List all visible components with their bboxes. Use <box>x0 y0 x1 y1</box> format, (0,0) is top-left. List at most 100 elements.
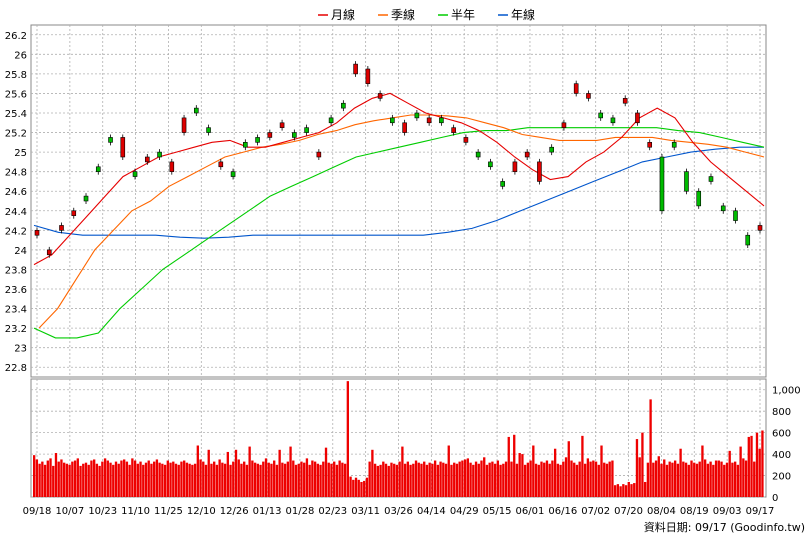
volume-bar <box>676 463 680 497</box>
volume-bar <box>193 463 197 497</box>
volume-bar <box>521 454 524 497</box>
volume-bar <box>709 461 712 497</box>
volume-bar <box>583 463 587 497</box>
volume-bar <box>701 445 704 497</box>
price-axis-ticks: 26.2 26 25.8 25.6 25.4 25.2 25 24.8 24.6 24.4 24.2… <box>5 31 27 374</box>
volume-bar <box>177 464 180 497</box>
volume-bar <box>673 460 677 497</box>
volume-bar <box>717 460 720 497</box>
volume-bar <box>665 464 669 497</box>
volume-bar <box>273 460 276 497</box>
volume-bar <box>114 461 118 497</box>
price-tick-label: 23.4 <box>5 305 27 316</box>
volume-bar <box>38 463 41 497</box>
volume-bar <box>158 462 161 497</box>
volume-bar <box>420 463 423 497</box>
volume-bar <box>723 464 726 497</box>
volume-bar <box>106 460 109 497</box>
volume-bar <box>341 462 344 497</box>
volume-bar <box>660 463 663 497</box>
date-tick-label: 03/11 <box>351 506 380 517</box>
volume-bar <box>169 462 172 497</box>
volume-bar <box>638 457 641 497</box>
candle-body <box>95 166 101 172</box>
legend: 月線 季線 半年 年線 <box>318 7 535 22</box>
candle-body <box>439 117 444 124</box>
candle-body <box>377 93 383 99</box>
volume-bar <box>613 485 617 497</box>
volume-bar <box>117 463 120 497</box>
candle-body <box>488 161 493 168</box>
volume-bar <box>259 464 262 497</box>
volume-bar <box>733 461 737 497</box>
candle-body <box>635 112 640 124</box>
volume-bar <box>324 447 328 497</box>
candle-body <box>586 93 591 99</box>
volume-bar <box>292 460 295 497</box>
volume-bar <box>581 435 584 497</box>
volume-bar <box>210 463 213 497</box>
volume-bar <box>128 464 131 497</box>
volume-bar <box>450 464 453 497</box>
volume-bar <box>703 459 707 497</box>
candle-body <box>745 234 751 246</box>
volume-bar <box>76 458 79 497</box>
candle-body <box>206 127 211 133</box>
price-tick-label: 26.2 <box>5 31 27 42</box>
volume-bar <box>643 481 647 497</box>
volume-bar <box>603 462 606 497</box>
candle-body <box>59 225 64 231</box>
volume-bar <box>559 464 562 497</box>
volume-bar <box>409 464 412 497</box>
volume-bar <box>668 461 671 497</box>
volume-tick-label: 600 <box>772 429 791 440</box>
volume-bar <box>93 459 96 497</box>
volume-bar <box>373 463 377 497</box>
candle-body <box>696 190 702 207</box>
volume-bar <box>371 449 374 497</box>
volume-bar <box>223 463 227 497</box>
volume-bar <box>578 461 581 497</box>
volume-bar <box>120 460 123 497</box>
volume-tick-label: 200 <box>772 472 791 483</box>
date-tick-label: 01/28 <box>285 506 314 517</box>
volume-bar <box>384 463 388 497</box>
volume-bar <box>654 460 658 497</box>
volume-bar <box>753 461 756 497</box>
volume-bar <box>174 463 178 497</box>
volume-bar <box>641 432 644 497</box>
volume-bar <box>635 439 639 497</box>
candle-body <box>108 137 113 143</box>
volume-bar <box>657 456 660 497</box>
candle-body <box>390 117 395 124</box>
candle-body <box>304 127 309 133</box>
volume-bar <box>316 463 319 497</box>
price-tick-label: 25.8 <box>5 70 27 81</box>
candle-body <box>475 151 481 158</box>
volume-bar <box>758 448 761 497</box>
volume-bar <box>161 463 164 497</box>
date-axis-ticks: 09/18 10/07 10/23 11/10 11/25 12/10 12/26 01/13… <box>23 506 775 517</box>
volume-bar <box>693 462 696 497</box>
volume-bar <box>330 463 333 497</box>
candle-body <box>426 117 432 124</box>
volume-bar <box>213 461 216 497</box>
volume-bar <box>387 465 390 497</box>
volume-bar <box>537 464 540 497</box>
volume-bar <box>256 463 259 497</box>
volume-bar <box>90 460 93 497</box>
volume-bar <box>147 460 150 497</box>
date-tick-label: 09/18 <box>23 506 52 517</box>
candle-body <box>157 151 162 158</box>
volume-bar <box>87 464 90 497</box>
volume-bar <box>101 461 104 497</box>
candle-body <box>365 68 371 84</box>
volume-bar <box>267 462 270 497</box>
volume-bar <box>433 460 437 497</box>
candle-body <box>46 249 52 256</box>
volume-bar <box>575 464 579 497</box>
candle-body <box>230 171 236 177</box>
candlesticks <box>34 61 763 258</box>
volume-bar <box>311 460 314 497</box>
volume-bar <box>649 399 652 497</box>
